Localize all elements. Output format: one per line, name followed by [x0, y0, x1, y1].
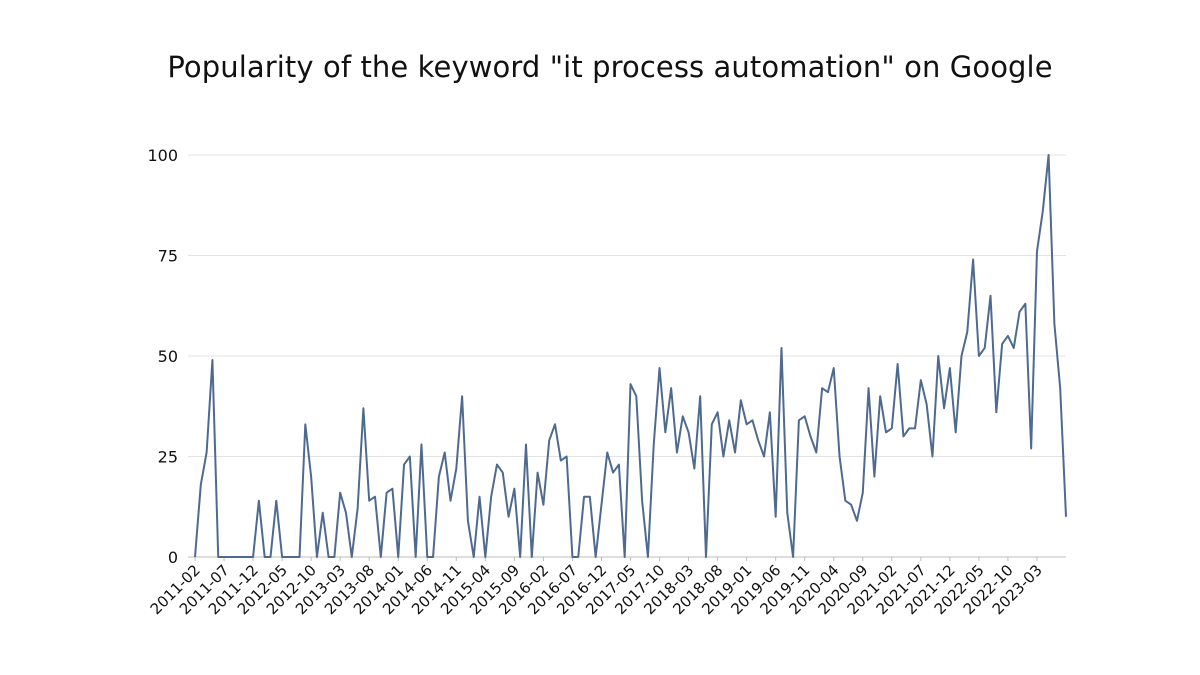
- y-tick-label: 75: [158, 247, 178, 266]
- y-tick-label: 0: [168, 548, 178, 567]
- y-tick-labels: 0 25 50 75 100: [147, 146, 178, 567]
- y-tick-label: 50: [158, 347, 178, 366]
- x-tick-labels: 2011-022011-072011-122012-052012-102013-…: [147, 557, 1046, 618]
- y-tick-label: 100: [147, 146, 178, 165]
- chart-title: Popularity of the keyword "it process au…: [167, 50, 1053, 84]
- data-points: [194, 154, 1067, 558]
- y-tick-label: 25: [158, 448, 178, 467]
